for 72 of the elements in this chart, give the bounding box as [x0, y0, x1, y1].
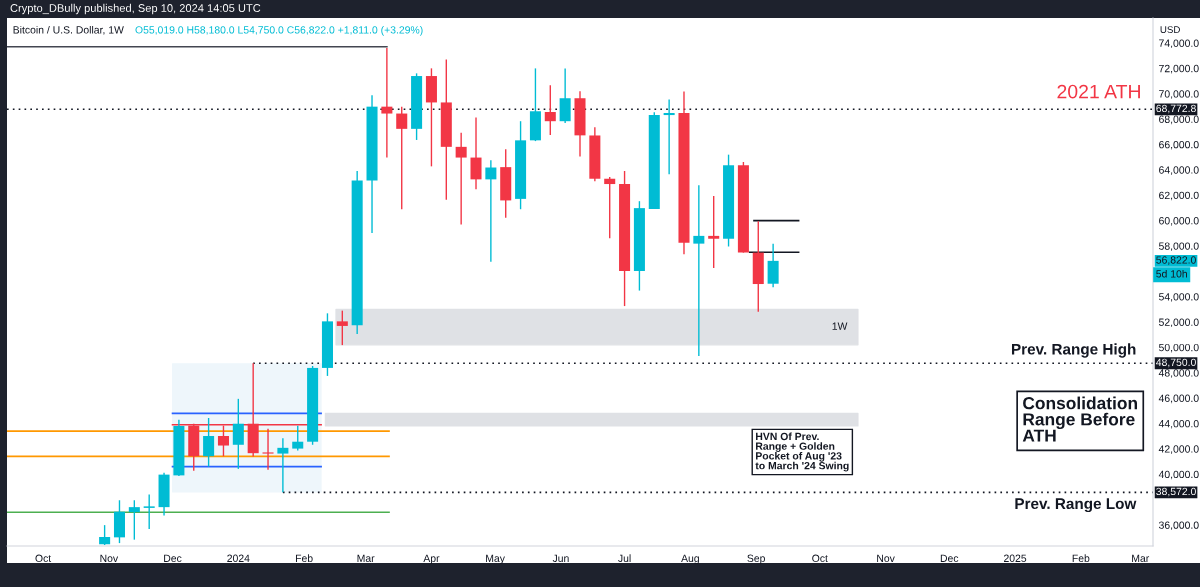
x-tick-label: 2025: [1003, 554, 1027, 562]
y-tick-label: 60,000.0: [1159, 217, 1199, 226]
candlestick: [381, 47, 393, 159]
candlestick: [559, 67, 571, 124]
y-tick-label: 44,000.0: [1158, 419, 1199, 429]
candlestick: [262, 427, 274, 471]
text: O55,019.0 H58,180.0 L54,750.0 C56,822.0 +1,811.0 (+3.29%): [135, 25, 423, 36]
y-tick-label: 40,000.0: [1158, 470, 1199, 480]
annotation: Consolidation Range Before ATH: [1022, 396, 1138, 442]
candlestick: [292, 424, 304, 452]
y-tick-label: 62,000.0: [1159, 191, 1199, 201]
ref-line-label: 2021 ATH: [1057, 84, 1140, 99]
y-axis-title: USD: [1160, 26, 1180, 34]
candlestick: [693, 184, 705, 357]
x-tick-label: Feb: [295, 554, 313, 562]
x-tick-label: Dec: [940, 554, 959, 562]
candlestick: [143, 493, 155, 530]
y-tick-label: 50,000.0: [1158, 343, 1199, 353]
x-tick-label: Aug: [681, 554, 699, 565]
x-tick-label: May: [486, 554, 505, 565]
candlestick: [708, 195, 720, 269]
candlestick: [604, 176, 616, 240]
candlestick: [99, 524, 111, 546]
x-tick-label: Nov: [100, 554, 119, 562]
series-label: Prev. Range High: [1011, 343, 1136, 358]
x-tick-label: Jun: [552, 554, 569, 562]
candlestick: [396, 105, 408, 210]
candlestick: [128, 499, 140, 541]
y-tick-label: 48,750.0: [1156, 358, 1196, 368]
x-tick-label: 2024: [227, 554, 250, 562]
candlestick: [232, 398, 244, 470]
candlestick: [470, 116, 482, 191]
candlestick: [767, 242, 779, 288]
y-tick-label: 64,000.0: [1159, 166, 1199, 175]
y-tick-label: 68,000.0: [1159, 115, 1199, 125]
y-tick-label: 56,822.0: [1156, 256, 1196, 265]
y-tick-label: 74,000.0: [1159, 39, 1199, 49]
y-tick-label: 42,000.0: [1158, 445, 1199, 454]
y-tick-label: 54,000.0: [1158, 293, 1199, 302]
text: 5d 10h: [1156, 269, 1187, 278]
y-tick-label: 66,000.0: [1159, 140, 1199, 150]
x-tick-label: Mar: [357, 554, 375, 562]
y-tick-label: 52,000.0: [1158, 318, 1199, 328]
y-tick-label: 72,000.0: [1159, 64, 1199, 74]
candlestick: [663, 98, 675, 175]
x-tick-label: Oct: [812, 554, 828, 562]
x-tick-label: Nov: [877, 554, 895, 562]
candlestick: [485, 159, 497, 263]
series-label: Prev. Range Low: [1015, 498, 1137, 513]
annotation: HVN Of Prev. Range + Golden Pocket of Aug '23 to March '24 Swing: [755, 432, 849, 472]
candlestick: [455, 131, 467, 226]
y-tick-label: 58,000.0: [1158, 242, 1199, 252]
text: Crypto_DBully published, Sep 10, 2024 14:05 UTC: [10, 3, 261, 15]
y-tick-label: 68,772.8: [1156, 104, 1196, 114]
x-tick-label: Apr: [423, 554, 440, 565]
y-tick-label: 46,000.0: [1158, 394, 1199, 404]
candlestick: [336, 309, 348, 346]
y-tick-label: 70,000.0: [1159, 90, 1199, 99]
x-tick-label: Feb: [1072, 554, 1090, 562]
candlestick: [544, 84, 556, 136]
x-tick-label: Oct: [35, 554, 52, 562]
annotation: 1W: [832, 322, 848, 330]
x-tick-label: Mar: [1132, 554, 1150, 562]
candlestick: [277, 437, 289, 493]
x-tick-label: Sep: [747, 554, 765, 565]
y-tick-label: 38,572.0: [1156, 487, 1196, 497]
y-tick-label: 36,000.0: [1158, 521, 1199, 531]
text: Bitcoin / U.S. Dollar, 1W: [13, 25, 124, 35]
x-tick-label: Dec: [164, 554, 182, 562]
x-tick-label: Jul: [618, 554, 631, 562]
candlestick: [203, 417, 215, 468]
y-tick-label: 48,000.0: [1158, 369, 1199, 378]
